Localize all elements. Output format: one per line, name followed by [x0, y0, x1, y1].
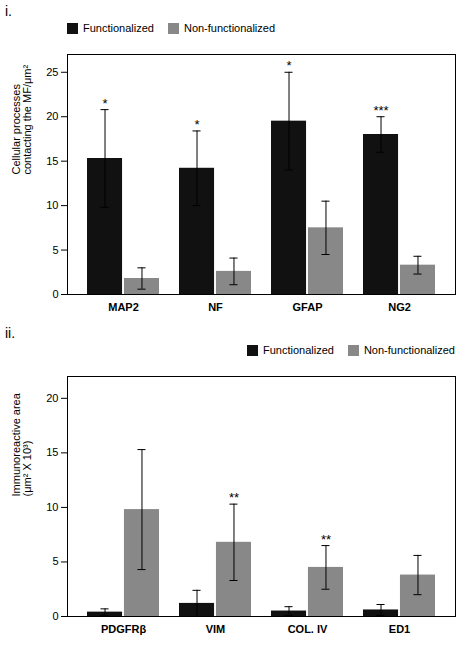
svg-text:COL. IV: COL. IV	[288, 623, 328, 635]
svg-text:ED1: ED1	[389, 623, 410, 635]
svg-text:**: **	[229, 490, 239, 505]
html-text:Non-functionalized: Non-functionalized	[183, 21, 276, 34]
svg-text:PDGFRβ: PDGFRβ	[101, 623, 147, 635]
svg-text:0: 0	[52, 288, 58, 300]
svg-text:*: *	[194, 117, 199, 132]
svg-text:0: 0	[52, 610, 58, 622]
svg-text:20: 20	[46, 392, 58, 404]
svg-text:25: 25	[46, 66, 58, 78]
svg-text:MAP2: MAP2	[108, 301, 139, 313]
svg-text:15: 15	[46, 446, 58, 458]
svg-text:**: **	[321, 532, 331, 547]
svg-text:20: 20	[46, 110, 58, 122]
svg-text:10: 10	[46, 199, 58, 211]
svg-text:15: 15	[46, 155, 58, 167]
svg-text:GFAP: GFAP	[293, 301, 323, 313]
svg-text:10: 10	[46, 501, 58, 513]
svg-text:VIM: VIM	[206, 623, 226, 635]
svg-text:Immunoreactive area(μm² X 10³): Immunoreactive area(μm² X 10³)	[10, 392, 33, 496]
svg-text:*: *	[102, 96, 107, 111]
svg-text:NF: NF	[208, 301, 223, 313]
html-text:Non-functionalized: Non-functionalized	[363, 343, 455, 356]
html-text:i.: i.	[5, 3, 12, 19]
html-text:Functionalized: Functionalized	[262, 343, 334, 356]
svg-text:*: *	[286, 58, 291, 73]
html-text:Functionalized: Functionalized	[83, 21, 154, 34]
svg-text:5: 5	[52, 555, 58, 567]
svg-text:***: ***	[373, 103, 388, 118]
svg-text:5: 5	[52, 244, 58, 256]
svg-text:Cellular processescontacting t: Cellular processescontacting the MF/μm²	[10, 65, 33, 175]
html-text:ii.: ii.	[5, 325, 16, 341]
svg-text:NG2: NG2	[388, 301, 411, 313]
